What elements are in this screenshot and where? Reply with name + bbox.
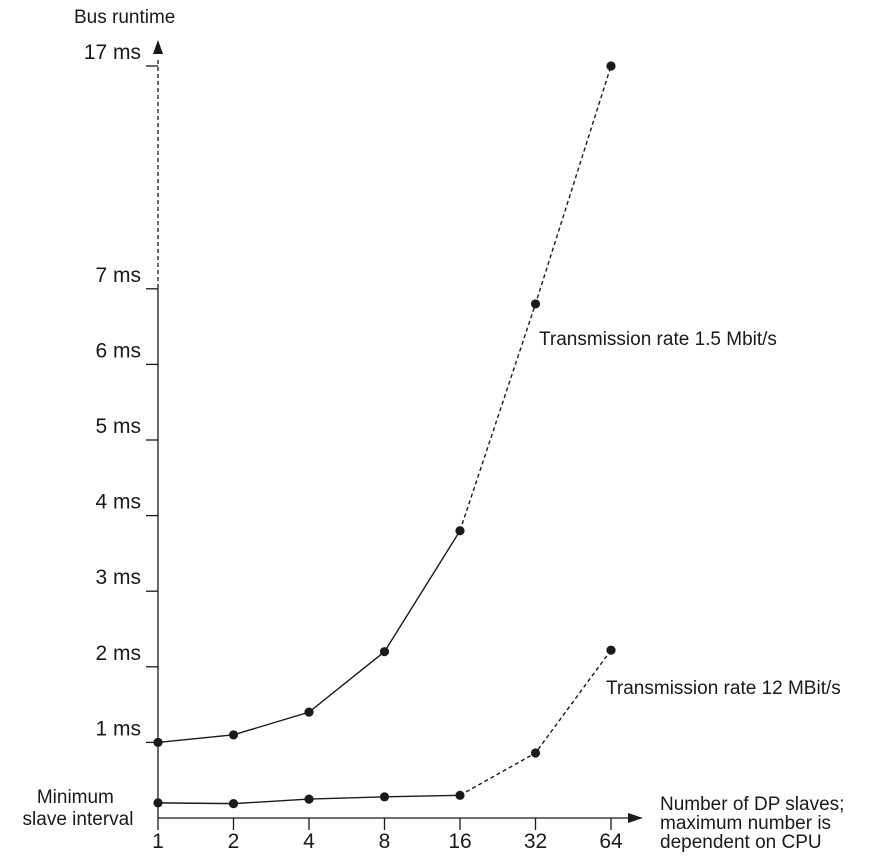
min-label-line: Minimum bbox=[37, 787, 114, 808]
series-point bbox=[304, 794, 314, 804]
y-tick-label: 6 ms bbox=[95, 339, 141, 362]
y-tick-label: 2 ms bbox=[95, 642, 141, 665]
y-axis-title: Bus runtime bbox=[74, 7, 175, 28]
series-line-dashed bbox=[459, 649, 612, 796]
x-tick-label: 1 bbox=[152, 830, 164, 853]
series-point bbox=[530, 748, 541, 758]
y-tick-label: 5 ms bbox=[95, 415, 141, 438]
series-label: Transmission rate 12 MBit/s bbox=[606, 678, 841, 699]
series-point bbox=[606, 645, 616, 655]
series-point bbox=[530, 299, 541, 309]
min-label-line: slave interval bbox=[23, 809, 134, 830]
x-tick-label: 2 bbox=[228, 830, 240, 853]
series-point bbox=[228, 730, 239, 740]
x-ticks: 1 2 4 8 16 32 64 bbox=[152, 818, 623, 853]
series-point bbox=[379, 792, 390, 802]
series-point bbox=[606, 61, 616, 71]
series-point bbox=[379, 647, 390, 657]
x-axis-title-line: Number of DP slaves; bbox=[660, 794, 844, 815]
x-tick-label: 8 bbox=[379, 830, 391, 853]
x-tick-label: 16 bbox=[448, 830, 471, 853]
x-axis-arrow bbox=[628, 813, 643, 823]
series-point bbox=[455, 526, 465, 536]
y-tick-label: 4 ms bbox=[95, 491, 141, 514]
y-tick-label: 3 ms bbox=[95, 566, 141, 589]
x-axis-title-line: maximum number is bbox=[660, 813, 831, 834]
series-point bbox=[153, 798, 163, 808]
y-ticks: 1 ms 2 ms 3 ms 4 ms 5 ms 6 ms 7 ms 17 ms bbox=[84, 41, 158, 744]
series-layer bbox=[153, 61, 616, 809]
series-line-dashed bbox=[459, 65, 612, 531]
series-labels: Transmission rate 1.5 Mbit/s Transmission… bbox=[539, 329, 841, 699]
y-tick-label: 1 ms bbox=[95, 717, 141, 740]
y-tick-label: 7 ms bbox=[95, 264, 141, 287]
y-axis-arrow bbox=[153, 40, 163, 54]
min-slave-interval-label: Minimum slave interval bbox=[23, 787, 134, 830]
x-axis-title: Number of DP slaves; maximum number is d… bbox=[660, 794, 850, 853]
series-point bbox=[455, 790, 465, 800]
x-tick-label: 32 bbox=[524, 830, 547, 853]
series-point bbox=[153, 737, 163, 748]
x-axis-title-line: dependent on CPU bbox=[660, 832, 822, 853]
y-tick-label: 17 ms bbox=[84, 41, 141, 64]
series-point bbox=[228, 799, 239, 809]
x-tick-label: 4 bbox=[303, 830, 315, 853]
x-tick-label: 64 bbox=[599, 830, 623, 853]
series-label: Transmission rate 1.5 Mbit/s bbox=[539, 329, 777, 350]
series-point bbox=[304, 707, 314, 717]
